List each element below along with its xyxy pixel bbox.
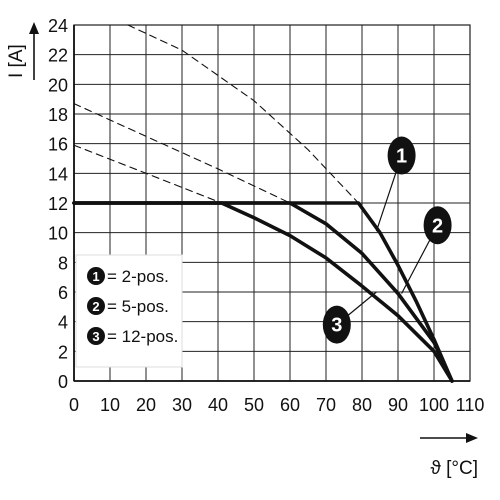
y-tick-label: 16 xyxy=(48,135,68,155)
x-tick-label: 90 xyxy=(388,395,408,415)
legend-badge-number: 1 xyxy=(92,269,99,284)
x-tick-label: 10 xyxy=(100,395,120,415)
callout-badge-2 xyxy=(423,206,452,245)
legend-badge-1 xyxy=(87,267,105,285)
x-tick-label: 100 xyxy=(419,395,449,415)
y-tick-label: 24 xyxy=(48,16,68,36)
callout-badge-number: 1 xyxy=(396,146,407,168)
callouts: 1 2 3 xyxy=(322,136,452,344)
legend-entry-label: = 5-pos. xyxy=(107,297,169,316)
legend-entry-label: = 12-pos. xyxy=(107,327,178,346)
axis-titles: I [A] ϑ [°C] xyxy=(6,22,478,479)
y-tick-label: 18 xyxy=(48,105,68,125)
x-tick-label: 0 xyxy=(69,395,79,415)
series-layer xyxy=(72,24,454,383)
callout-badge-3 xyxy=(322,305,351,344)
x-tick-label: 30 xyxy=(172,395,192,415)
x-tick-label: 50 xyxy=(244,395,264,415)
legend-badge-number: 2 xyxy=(92,299,99,314)
series-line-2-ext xyxy=(73,103,291,204)
series-line-3-ext xyxy=(73,144,223,204)
series-line-2 xyxy=(72,201,454,383)
y-tick-label: 4 xyxy=(58,313,68,333)
x-tick-label: 20 xyxy=(136,395,156,415)
legend: 1 = 2-pos. 2 = 5-pos. 3 = 12-pos. xyxy=(75,254,183,368)
y-tick-label: 22 xyxy=(48,46,68,66)
tick-labels: 0 10 20 30 40 50 60 70 80 90 100 110024681012141618… xyxy=(48,16,484,415)
y-tick-label: 12 xyxy=(48,194,68,214)
x-tick-label: 70 xyxy=(316,395,336,415)
x-tick-label: 110 xyxy=(456,395,485,415)
x-axis-arrow-head xyxy=(466,433,478,443)
y-axis-title: I [A] xyxy=(6,44,27,78)
y-tick-label: 0 xyxy=(58,372,68,392)
y-tick-label: 14 xyxy=(48,164,68,184)
x-tick-label: 60 xyxy=(280,395,300,415)
series-line-1-ext xyxy=(127,24,359,204)
axes xyxy=(73,25,470,382)
series-line-3 xyxy=(72,201,454,383)
y-tick-label: 6 xyxy=(58,283,68,303)
x-tick-label: 80 xyxy=(352,395,372,415)
legend-badge-2 xyxy=(87,297,105,315)
callout-badge-number: 2 xyxy=(432,215,443,237)
x-tick-label: 40 xyxy=(208,395,228,415)
legend-badge-number: 3 xyxy=(92,329,99,344)
y-axis-arrow-head xyxy=(29,22,39,34)
x-axis-title: ϑ [°C] xyxy=(430,458,478,479)
legend-badge-3 xyxy=(87,327,105,345)
y-tick-label: 20 xyxy=(48,75,68,95)
y-tick-label: 2 xyxy=(58,342,68,362)
y-tick-label: 10 xyxy=(48,224,68,244)
legend-entry-label: = 2-pos. xyxy=(107,267,169,286)
callout-badge-1 xyxy=(387,136,416,175)
y-tick-label: 8 xyxy=(58,253,68,273)
callout-badge-number: 3 xyxy=(331,315,342,337)
